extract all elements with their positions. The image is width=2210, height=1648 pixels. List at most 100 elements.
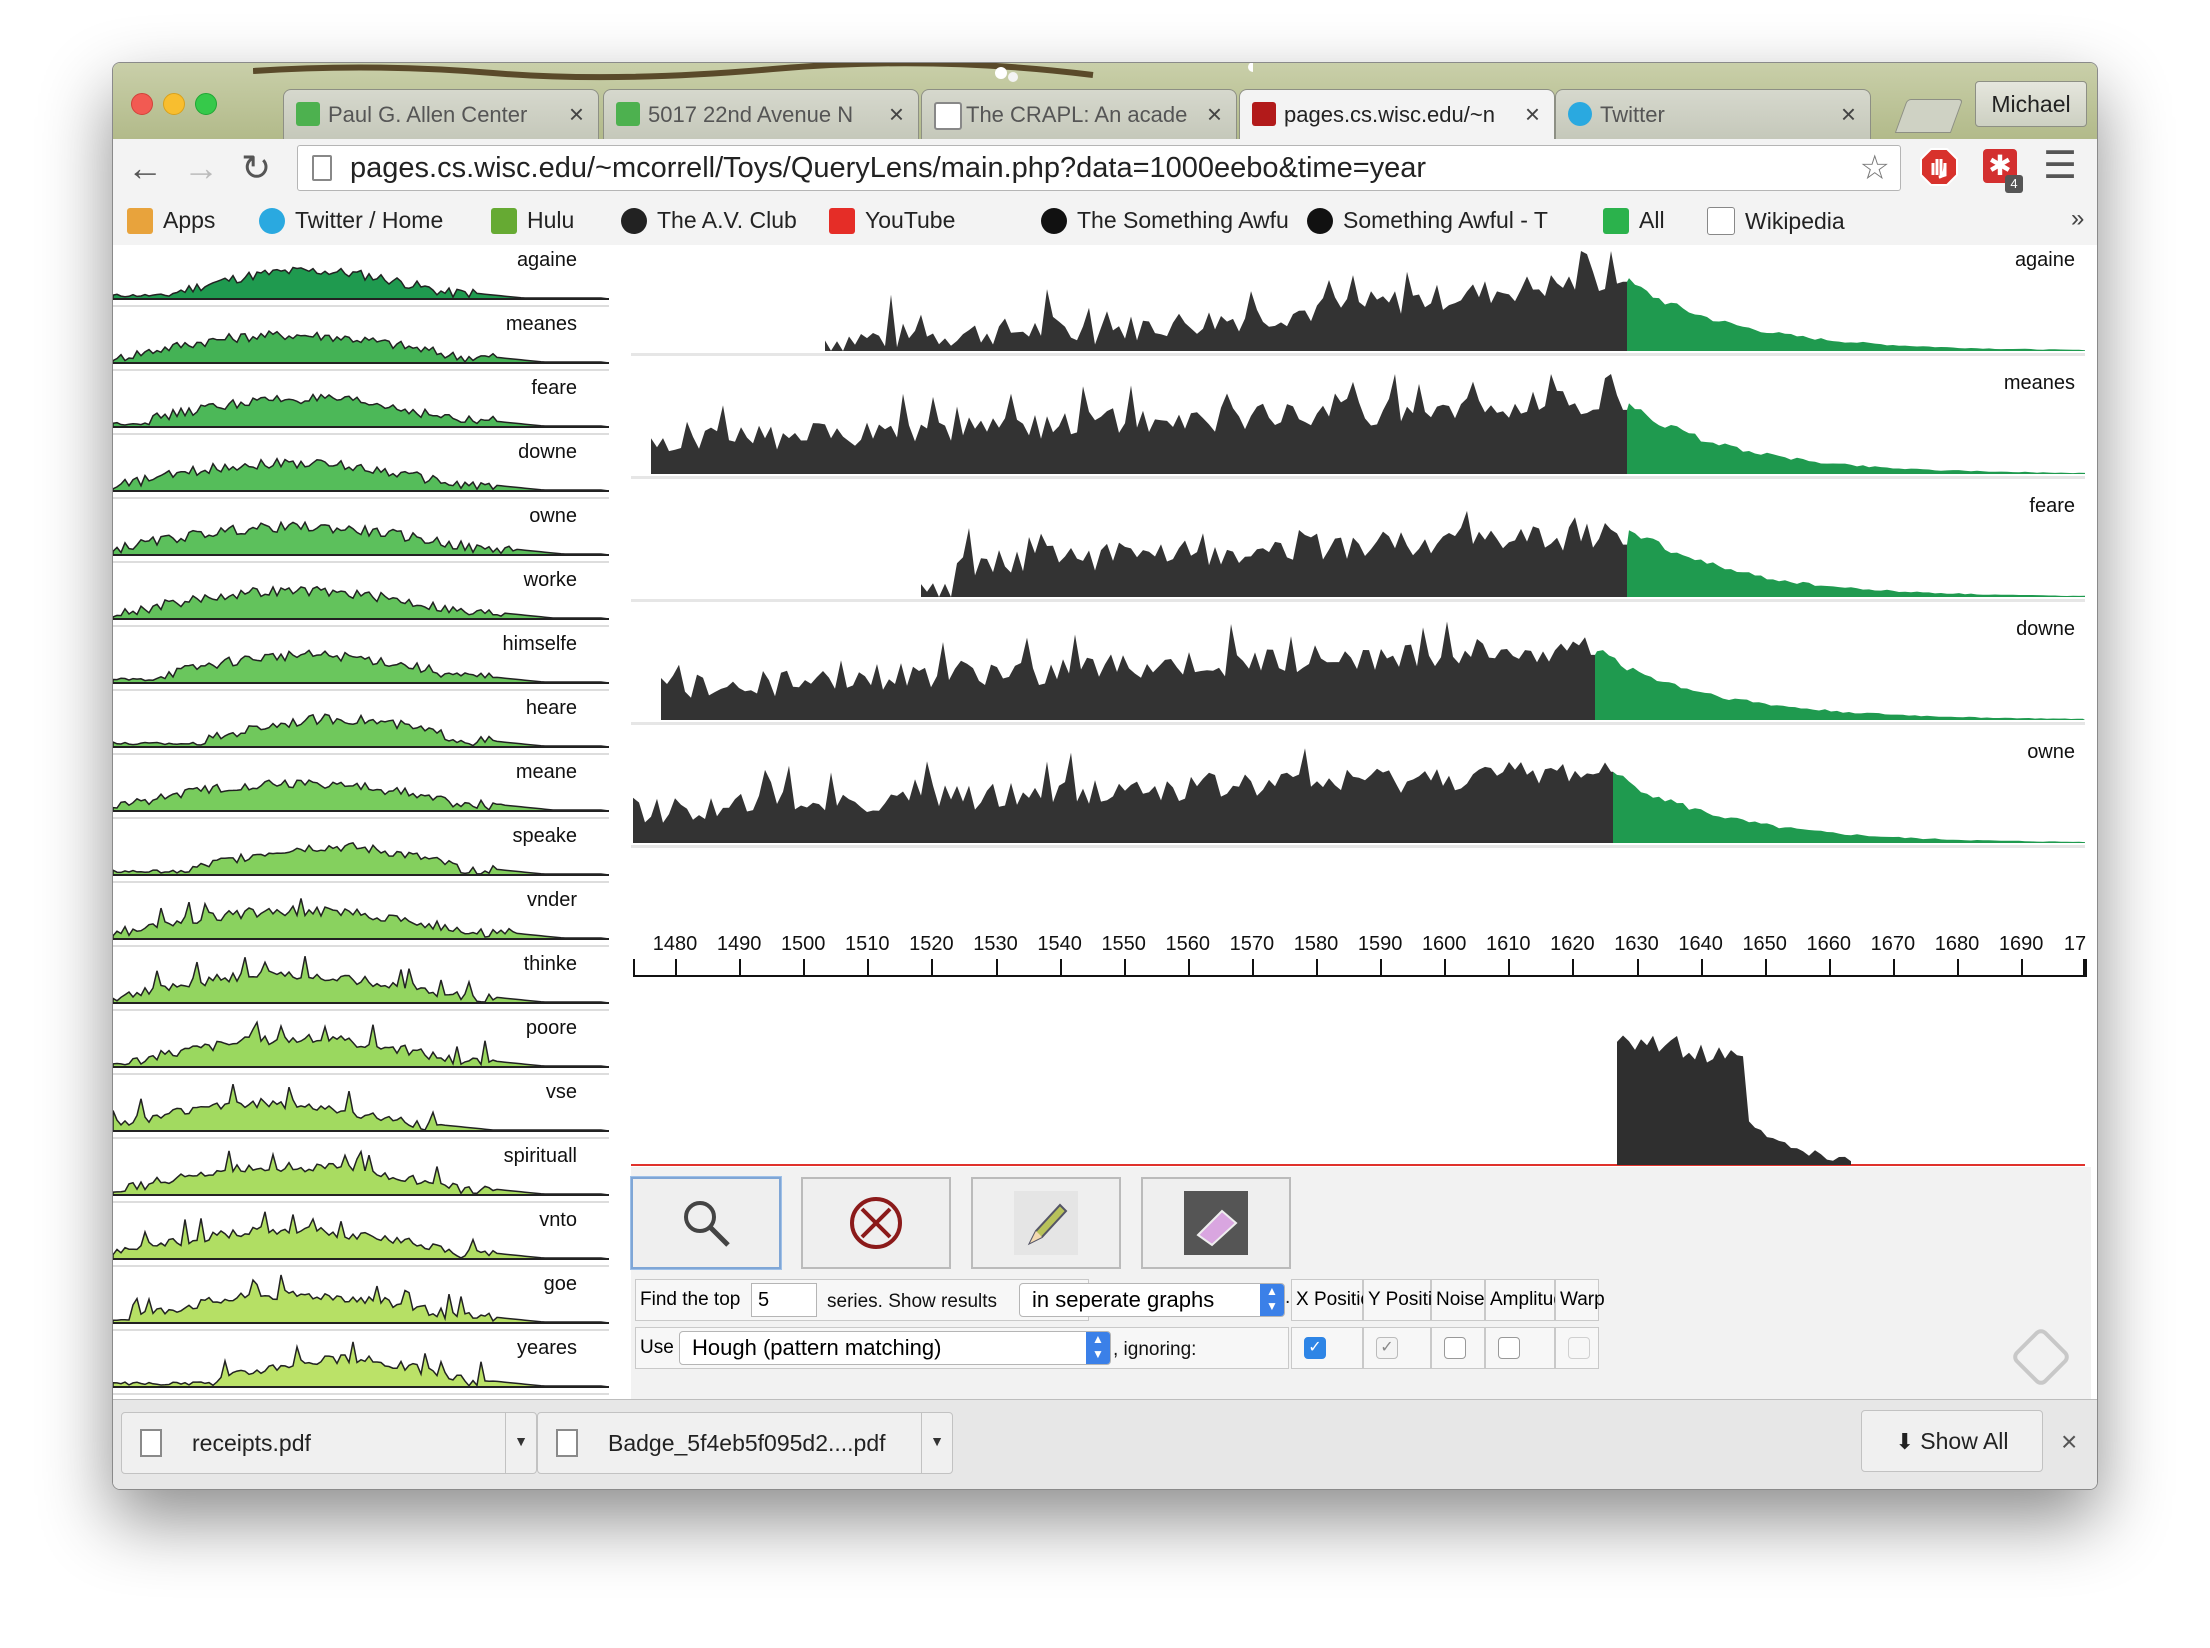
magnify-tool-button[interactable] [631, 1177, 781, 1269]
close-tab-icon[interactable]: × [1840, 99, 1856, 129]
sparkline-row[interactable]: speake [113, 821, 609, 883]
tab-label: The CRAPL: An acade [966, 102, 1188, 127]
query-sketch-area[interactable] [631, 995, 2085, 1167]
close-download-bar-icon[interactable]: × [2061, 1426, 2078, 1457]
result-chart[interactable]: owne [631, 737, 2085, 848]
bookmark-star-icon[interactable]: ☆ [1859, 149, 1890, 187]
minimize-window-button[interactable] [163, 93, 185, 115]
eraser-icon [1184, 1191, 1248, 1255]
forward-icon[interactable]: → [183, 147, 219, 188]
sparkline-row[interactable]: owne [113, 501, 609, 563]
hulu-icon [491, 208, 517, 234]
adblock-icon[interactable] [1919, 147, 1959, 187]
bookmark-item[interactable]: All [1603, 207, 1665, 234]
method-select[interactable]: Hough (pattern matching) ▲ ▼ [679, 1331, 1111, 1365]
invariance-checkbox[interactable]: ✓ [1304, 1337, 1326, 1359]
download-item-receipts[interactable]: receipts.pdf ▼ [121, 1412, 537, 1474]
bookmark-item[interactable]: The Something Awfu [1041, 207, 1289, 234]
sparkline-row[interactable]: poore [113, 1013, 609, 1075]
result-chart[interactable]: downe [631, 614, 2085, 725]
sparkline-word: yeares [516, 1337, 577, 1359]
download-item-badge[interactable]: Badge_5f4eb5f095d2....pdf ▼ [537, 1412, 953, 1474]
invariance-header: Y Position [1363, 1279, 1453, 1321]
close-window-button[interactable] [131, 93, 153, 115]
browser-tab[interactable]: pages.cs.wisc.edu/~n × [1239, 89, 1555, 139]
back-icon[interactable]: ← [127, 147, 163, 188]
top-count-input[interactable]: 5 [751, 1283, 817, 1317]
close-tab-icon[interactable]: × [568, 99, 584, 129]
sparkline-area [113, 520, 609, 556]
result-chart-svg [661, 621, 2085, 720]
bookmark-item[interactable]: Apps [127, 207, 215, 234]
sparkline-list: againe meanes feare downe owne worke himselfe h… [113, 245, 613, 1399]
bookmark-item[interactable]: YouTube [829, 207, 955, 234]
sparkline-chart [113, 649, 609, 684]
sparkline-word: meane [515, 761, 577, 783]
sparkline-row[interactable]: againe [113, 245, 609, 307]
browser-tab[interactable]: Twitter × [1555, 89, 1871, 139]
zoom-window-button[interactable] [195, 93, 217, 115]
reload-icon[interactable]: ↻ [241, 147, 272, 188]
sparkline-row[interactable]: vse [113, 1077, 609, 1139]
clear-tool-button[interactable] [801, 1177, 951, 1269]
sparkline-row[interactable]: goe [113, 1269, 609, 1331]
sparkline-row[interactable]: meanes [113, 309, 609, 371]
profile-button[interactable]: Michael [1975, 81, 2087, 127]
browser-tab[interactable]: 5017 22nd Avenue N × [603, 89, 919, 139]
display-mode-select[interactable]: in seperate graphs ▲ ▼ [1019, 1283, 1285, 1317]
download-menu-caret[interactable]: ▼ [921, 1413, 952, 1473]
menu-icon[interactable]: ☰ [2043, 145, 2078, 187]
result-word: owne [2027, 741, 2075, 763]
sparkline-row[interactable]: himselfe [113, 629, 609, 691]
sparkline-row[interactable]: vnder [113, 885, 609, 947]
close-tab-icon[interactable]: × [1206, 99, 1222, 129]
result-chart[interactable]: againe [631, 245, 2085, 356]
axis-tick [1123, 959, 1126, 977]
download-menu-caret[interactable]: ▼ [505, 1413, 536, 1473]
bookmark-label: YouTube [865, 207, 956, 233]
sparkline-row[interactable]: vnto [113, 1205, 609, 1267]
axis-tick-label: 1630 [1614, 933, 1659, 955]
sparkline-chart [113, 1341, 609, 1388]
pencil-tool-button[interactable] [971, 1177, 1121, 1269]
bookmarks-overflow[interactable]: » [2071, 205, 2085, 232]
sparkline-row[interactable]: thinke [113, 949, 609, 1011]
series-before-match [633, 748, 1613, 843]
sparkline-word: owne [529, 505, 577, 527]
sparkline-row[interactable]: spirituall [113, 1141, 609, 1203]
sparkline-chart [113, 713, 609, 748]
sparkline-chart [113, 1274, 609, 1324]
invariance-checkbox[interactable] [1498, 1337, 1520, 1359]
bookmark-label: All [1639, 207, 1665, 233]
sparkline-row[interactable]: yeares [113, 1333, 609, 1395]
bookmark-item[interactable]: Hulu [491, 207, 574, 234]
new-tab-button[interactable] [1894, 99, 1964, 133]
address-bar[interactable]: pages.cs.wisc.edu/~mcorrell/Toys/QueryLe… [297, 145, 1901, 191]
eraser-tool-button[interactable] [1141, 1177, 1291, 1269]
sparkline-row[interactable]: meane [113, 757, 609, 819]
axis-tick [2083, 959, 2085, 977]
axis-tick [1251, 959, 1254, 977]
close-tab-icon[interactable]: × [888, 99, 904, 129]
bookmark-item[interactable]: Something Awful - T [1307, 207, 1548, 234]
bookmark-item[interactable]: Twitter / Home [259, 207, 443, 234]
bookmark-item[interactable]: Wikipedia [1707, 207, 1845, 235]
result-chart[interactable]: meanes [631, 368, 2085, 479]
close-tab-icon[interactable]: × [1524, 99, 1540, 129]
tab-label: 5017 22nd Avenue N [648, 102, 854, 127]
sparkline-chart [113, 393, 609, 428]
sparkline-row[interactable]: downe [113, 437, 609, 499]
result-chart[interactable]: feare [631, 491, 2085, 602]
axis-tick [803, 959, 806, 977]
sparkline-word: feare [531, 377, 577, 399]
invariance-checkbox[interactable] [1444, 1337, 1466, 1359]
show-all-downloads-button[interactable]: ⬇ Show All [1861, 1410, 2043, 1472]
bookmark-item[interactable]: The A.V. Club [621, 207, 797, 234]
sparkline-row[interactable]: feare [113, 373, 609, 435]
sparkline-row[interactable]: heare [113, 693, 609, 755]
axis-tick [1828, 959, 1831, 977]
browser-tab[interactable]: Paul G. Allen Center × [283, 89, 599, 139]
axis-tick-label: 17 [2063, 933, 2087, 955]
sparkline-row[interactable]: worke [113, 565, 609, 627]
browser-tab[interactable]: The CRAPL: An acade × [921, 89, 1237, 139]
